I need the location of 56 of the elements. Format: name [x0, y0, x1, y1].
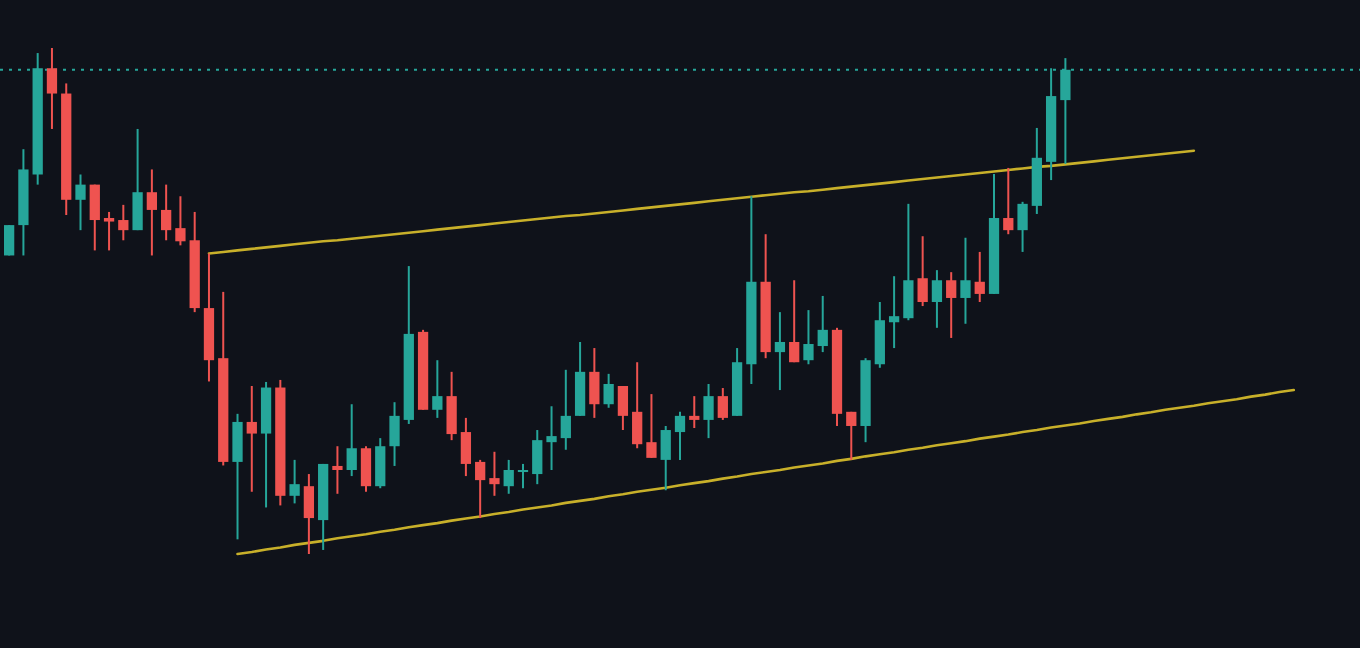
- candlestick: [603, 372, 614, 409]
- candlestick: [260, 380, 272, 509]
- candlestick: [146, 168, 158, 257]
- candlestick: [1003, 166, 1014, 236]
- candlestick: [689, 395, 700, 430]
- candlestick: [717, 387, 728, 421]
- candlestick: [175, 195, 186, 247]
- candlestick: [232, 412, 243, 541]
- candlestick: [960, 236, 971, 325]
- candlestick: [1017, 200, 1028, 253]
- candlestick: [532, 429, 543, 486]
- candlestick: [346, 403, 357, 478]
- candlestick: [703, 382, 714, 440]
- candlestick: [774, 311, 786, 392]
- candlestick: [574, 340, 586, 417]
- candlestick: [589, 347, 600, 419]
- candlestick: [460, 416, 472, 478]
- candlestick: [617, 385, 629, 432]
- candlestick: [789, 279, 800, 364]
- candlestick: [546, 405, 557, 471]
- candlestick: [389, 401, 400, 467]
- candlestick: [946, 271, 957, 339]
- candlestick: [46, 47, 58, 130]
- candlestick: [475, 458, 486, 520]
- candlestick: [161, 183, 172, 242]
- candlestick: [132, 127, 143, 232]
- candlestick: [917, 235, 928, 308]
- candlestick: [4, 224, 15, 257]
- candlestick: [118, 203, 129, 242]
- candlestick: [75, 173, 86, 232]
- candlestick: [375, 437, 386, 490]
- candlestick: [803, 309, 814, 366]
- candlestick: [489, 450, 500, 497]
- candlestick: [632, 361, 643, 450]
- candlestick: [517, 462, 529, 490]
- candlestick: [432, 359, 443, 419]
- candlestick: [560, 368, 571, 451]
- candlestick: [503, 458, 514, 495]
- candlestick: [303, 473, 315, 555]
- candlestick: [931, 269, 943, 329]
- candlestick: [103, 210, 115, 252]
- candlestick: [874, 301, 885, 369]
- candlestick: [246, 385, 257, 493]
- candlestick: [289, 458, 300, 505]
- candlestick: [903, 202, 914, 322]
- candlestick: [888, 275, 900, 350]
- candlestick: [446, 370, 457, 442]
- candlestick: [817, 294, 828, 354]
- candlestick: [360, 445, 372, 493]
- candlestick: [674, 410, 686, 461]
- candlestick: [660, 424, 671, 492]
- candlestick: [646, 393, 657, 459]
- candlestick: [846, 410, 857, 461]
- candlestick: [89, 183, 100, 252]
- candlestick: [332, 445, 343, 495]
- candlestick: [974, 250, 985, 304]
